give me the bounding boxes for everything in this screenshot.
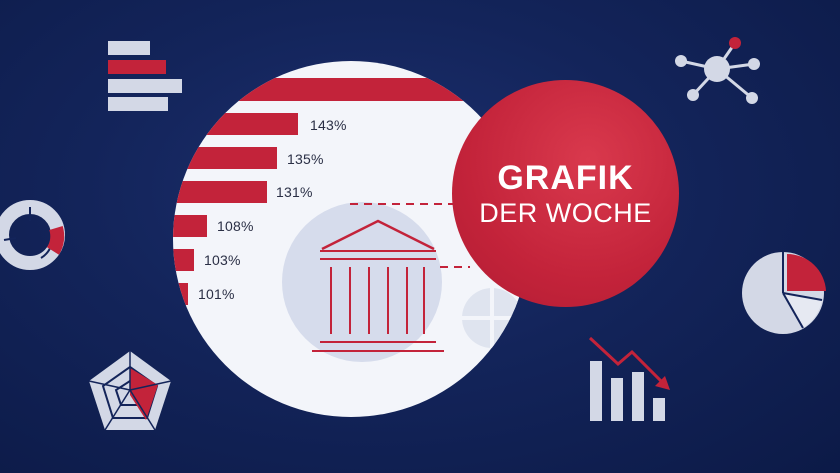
badge-title: GRAFIK [497,158,634,197]
horizontal-bars-icon [108,41,182,111]
pie-chart-icon [742,252,826,334]
bar-value-label: 101% [198,286,235,302]
bar-1 [173,113,298,135]
badge-subtitle: DER WOCHE [479,197,652,228]
bar-value-label: 135% [287,151,324,167]
declining-bar-chart-icon [588,336,670,421]
bar-6 [173,283,188,305]
bar-4 [173,215,207,237]
bar-5 [173,249,194,271]
donut-chart-icon [0,200,65,270]
bank-building-icon [282,202,444,362]
bar-value-label: 131% [276,184,313,200]
radar-chart-icon [88,351,172,431]
bar-2 [173,147,277,169]
bar-value-label: 108% [217,218,254,234]
network-icon [675,37,760,104]
bar-value-label: 103% [204,252,241,268]
bar-top [173,78,520,101]
grafik-der-woche-badge: GRAFIK DER WOCHE [452,80,679,307]
bar-3 [173,181,267,203]
bar-value-label: 143% [310,117,347,133]
